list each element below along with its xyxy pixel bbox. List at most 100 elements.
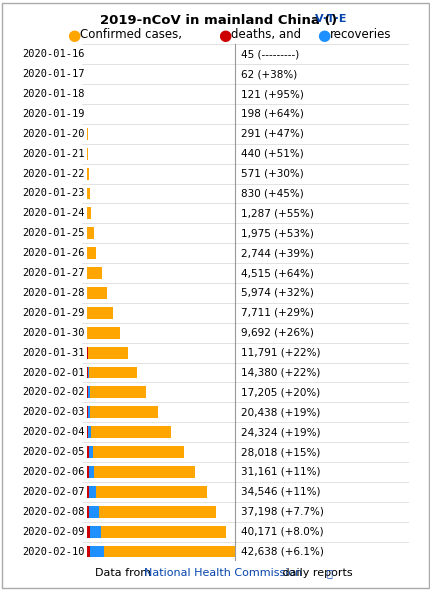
Bar <box>86 247 96 259</box>
Bar <box>86 187 89 199</box>
Text: 830 (+45%): 830 (+45%) <box>240 189 303 199</box>
Bar <box>86 525 89 538</box>
Text: 291 (+47%): 291 (+47%) <box>240 129 303 139</box>
Text: ): ) <box>330 14 336 27</box>
Bar <box>86 267 102 279</box>
Bar <box>86 446 89 458</box>
Text: 31,161 (+11%): 31,161 (+11%) <box>240 467 319 477</box>
Text: National Health Commission: National Health Commission <box>144 568 302 578</box>
Bar <box>89 446 92 458</box>
Bar <box>86 347 87 359</box>
Bar <box>86 207 91 219</box>
Bar <box>86 347 127 359</box>
Text: 2020-02-03: 2020-02-03 <box>22 407 84 417</box>
Bar <box>88 406 90 418</box>
Bar <box>89 466 94 478</box>
Text: 2020-02-09: 2020-02-09 <box>22 527 84 537</box>
Text: 2020-02-04: 2020-02-04 <box>22 427 84 437</box>
Text: 9,692 (+26%): 9,692 (+26%) <box>240 328 313 337</box>
Bar <box>86 426 171 438</box>
Text: 37,198 (+7.7%): 37,198 (+7.7%) <box>240 506 323 517</box>
Bar <box>86 366 88 378</box>
Bar <box>86 148 88 160</box>
Text: 2020-02-01: 2020-02-01 <box>22 368 84 378</box>
Text: 2020-02-02: 2020-02-02 <box>22 387 84 397</box>
Bar <box>86 307 113 319</box>
Bar <box>86 506 215 518</box>
Text: 198 (+64%): 198 (+64%) <box>240 109 303 119</box>
Text: 2020-02-06: 2020-02-06 <box>22 467 84 477</box>
Bar <box>86 426 88 438</box>
Text: 571 (+30%): 571 (+30%) <box>240 168 303 178</box>
Text: 2020-01-22: 2020-01-22 <box>22 168 84 178</box>
Text: 2020-01-26: 2020-01-26 <box>22 248 84 258</box>
Text: 7,711 (+29%): 7,711 (+29%) <box>240 308 313 318</box>
Text: 28,018 (+15%): 28,018 (+15%) <box>240 447 319 457</box>
Bar <box>89 506 98 518</box>
Text: 2020-01-21: 2020-01-21 <box>22 149 84 159</box>
Text: 34,546 (+11%): 34,546 (+11%) <box>240 487 319 497</box>
Text: 2020-01-18: 2020-01-18 <box>22 89 84 99</box>
Text: ●: ● <box>316 28 329 43</box>
Text: 2020-02-05: 2020-02-05 <box>22 447 84 457</box>
Text: 2020-02-10: 2020-02-10 <box>22 547 84 557</box>
Bar <box>88 387 89 398</box>
Text: 2020-02-08: 2020-02-08 <box>22 506 84 517</box>
Bar <box>86 387 88 398</box>
Bar <box>86 287 107 299</box>
Text: 5,974 (+32%): 5,974 (+32%) <box>240 288 313 298</box>
Text: 40,171 (+8.0%): 40,171 (+8.0%) <box>240 527 323 537</box>
Text: deaths, and: deaths, and <box>230 28 300 41</box>
Text: 2020-01-29: 2020-01-29 <box>22 308 84 318</box>
Bar <box>86 525 226 538</box>
Text: ●: ● <box>67 28 80 43</box>
Text: 440 (+51%): 440 (+51%) <box>240 149 303 159</box>
Bar <box>86 128 87 140</box>
Text: 2020-01-31: 2020-01-31 <box>22 348 84 358</box>
Text: Confirmed cases,: Confirmed cases, <box>80 28 181 41</box>
Text: 4,515 (+64%): 4,515 (+64%) <box>240 268 313 278</box>
Bar <box>90 545 104 557</box>
Text: 2020-01-25: 2020-01-25 <box>22 228 84 238</box>
Text: 2020-01-28: 2020-01-28 <box>22 288 84 298</box>
Text: 11,791 (+22%): 11,791 (+22%) <box>240 348 319 358</box>
Text: 121 (+95%): 121 (+95%) <box>240 89 303 99</box>
Text: daily reports: daily reports <box>279 568 352 578</box>
Bar <box>86 406 88 418</box>
Bar <box>86 545 90 557</box>
Bar <box>89 525 101 538</box>
Bar <box>86 108 87 120</box>
Text: 1,287 (+55%): 1,287 (+55%) <box>240 209 313 219</box>
Text: V·T·E: V·T·E <box>314 14 347 24</box>
Text: 1,975 (+53%): 1,975 (+53%) <box>240 228 313 238</box>
Bar <box>86 506 89 518</box>
Text: 2020-01-27: 2020-01-27 <box>22 268 84 278</box>
Text: 2020-01-19: 2020-01-19 <box>22 109 84 119</box>
Bar <box>89 486 96 498</box>
Bar <box>86 486 206 498</box>
Text: recoveries: recoveries <box>329 28 390 41</box>
Text: 2,744 (+39%): 2,744 (+39%) <box>240 248 313 258</box>
Bar <box>86 545 234 557</box>
Text: ⧉: ⧉ <box>326 568 332 578</box>
Bar <box>86 168 89 180</box>
Text: Data from: Data from <box>95 568 154 578</box>
Text: ●: ● <box>217 28 230 43</box>
Bar <box>86 228 93 239</box>
Bar <box>86 446 184 458</box>
Bar <box>86 406 157 418</box>
Text: 2020-01-17: 2020-01-17 <box>22 69 84 79</box>
Text: 2020-01-23: 2020-01-23 <box>22 189 84 199</box>
Bar <box>88 366 89 378</box>
Bar <box>86 486 89 498</box>
Text: 14,380 (+22%): 14,380 (+22%) <box>240 368 319 378</box>
Text: 2020-01-20: 2020-01-20 <box>22 129 84 139</box>
Bar <box>86 327 120 339</box>
Text: 45 (---------): 45 (---------) <box>240 49 298 59</box>
Bar <box>86 327 87 339</box>
Text: 2019-nCoV in mainland China (: 2019-nCoV in mainland China ( <box>100 14 330 27</box>
Text: 2020-01-24: 2020-01-24 <box>22 209 84 219</box>
Text: 2020-01-30: 2020-01-30 <box>22 328 84 337</box>
Text: 20,438 (+19%): 20,438 (+19%) <box>240 407 319 417</box>
Bar <box>88 426 91 438</box>
